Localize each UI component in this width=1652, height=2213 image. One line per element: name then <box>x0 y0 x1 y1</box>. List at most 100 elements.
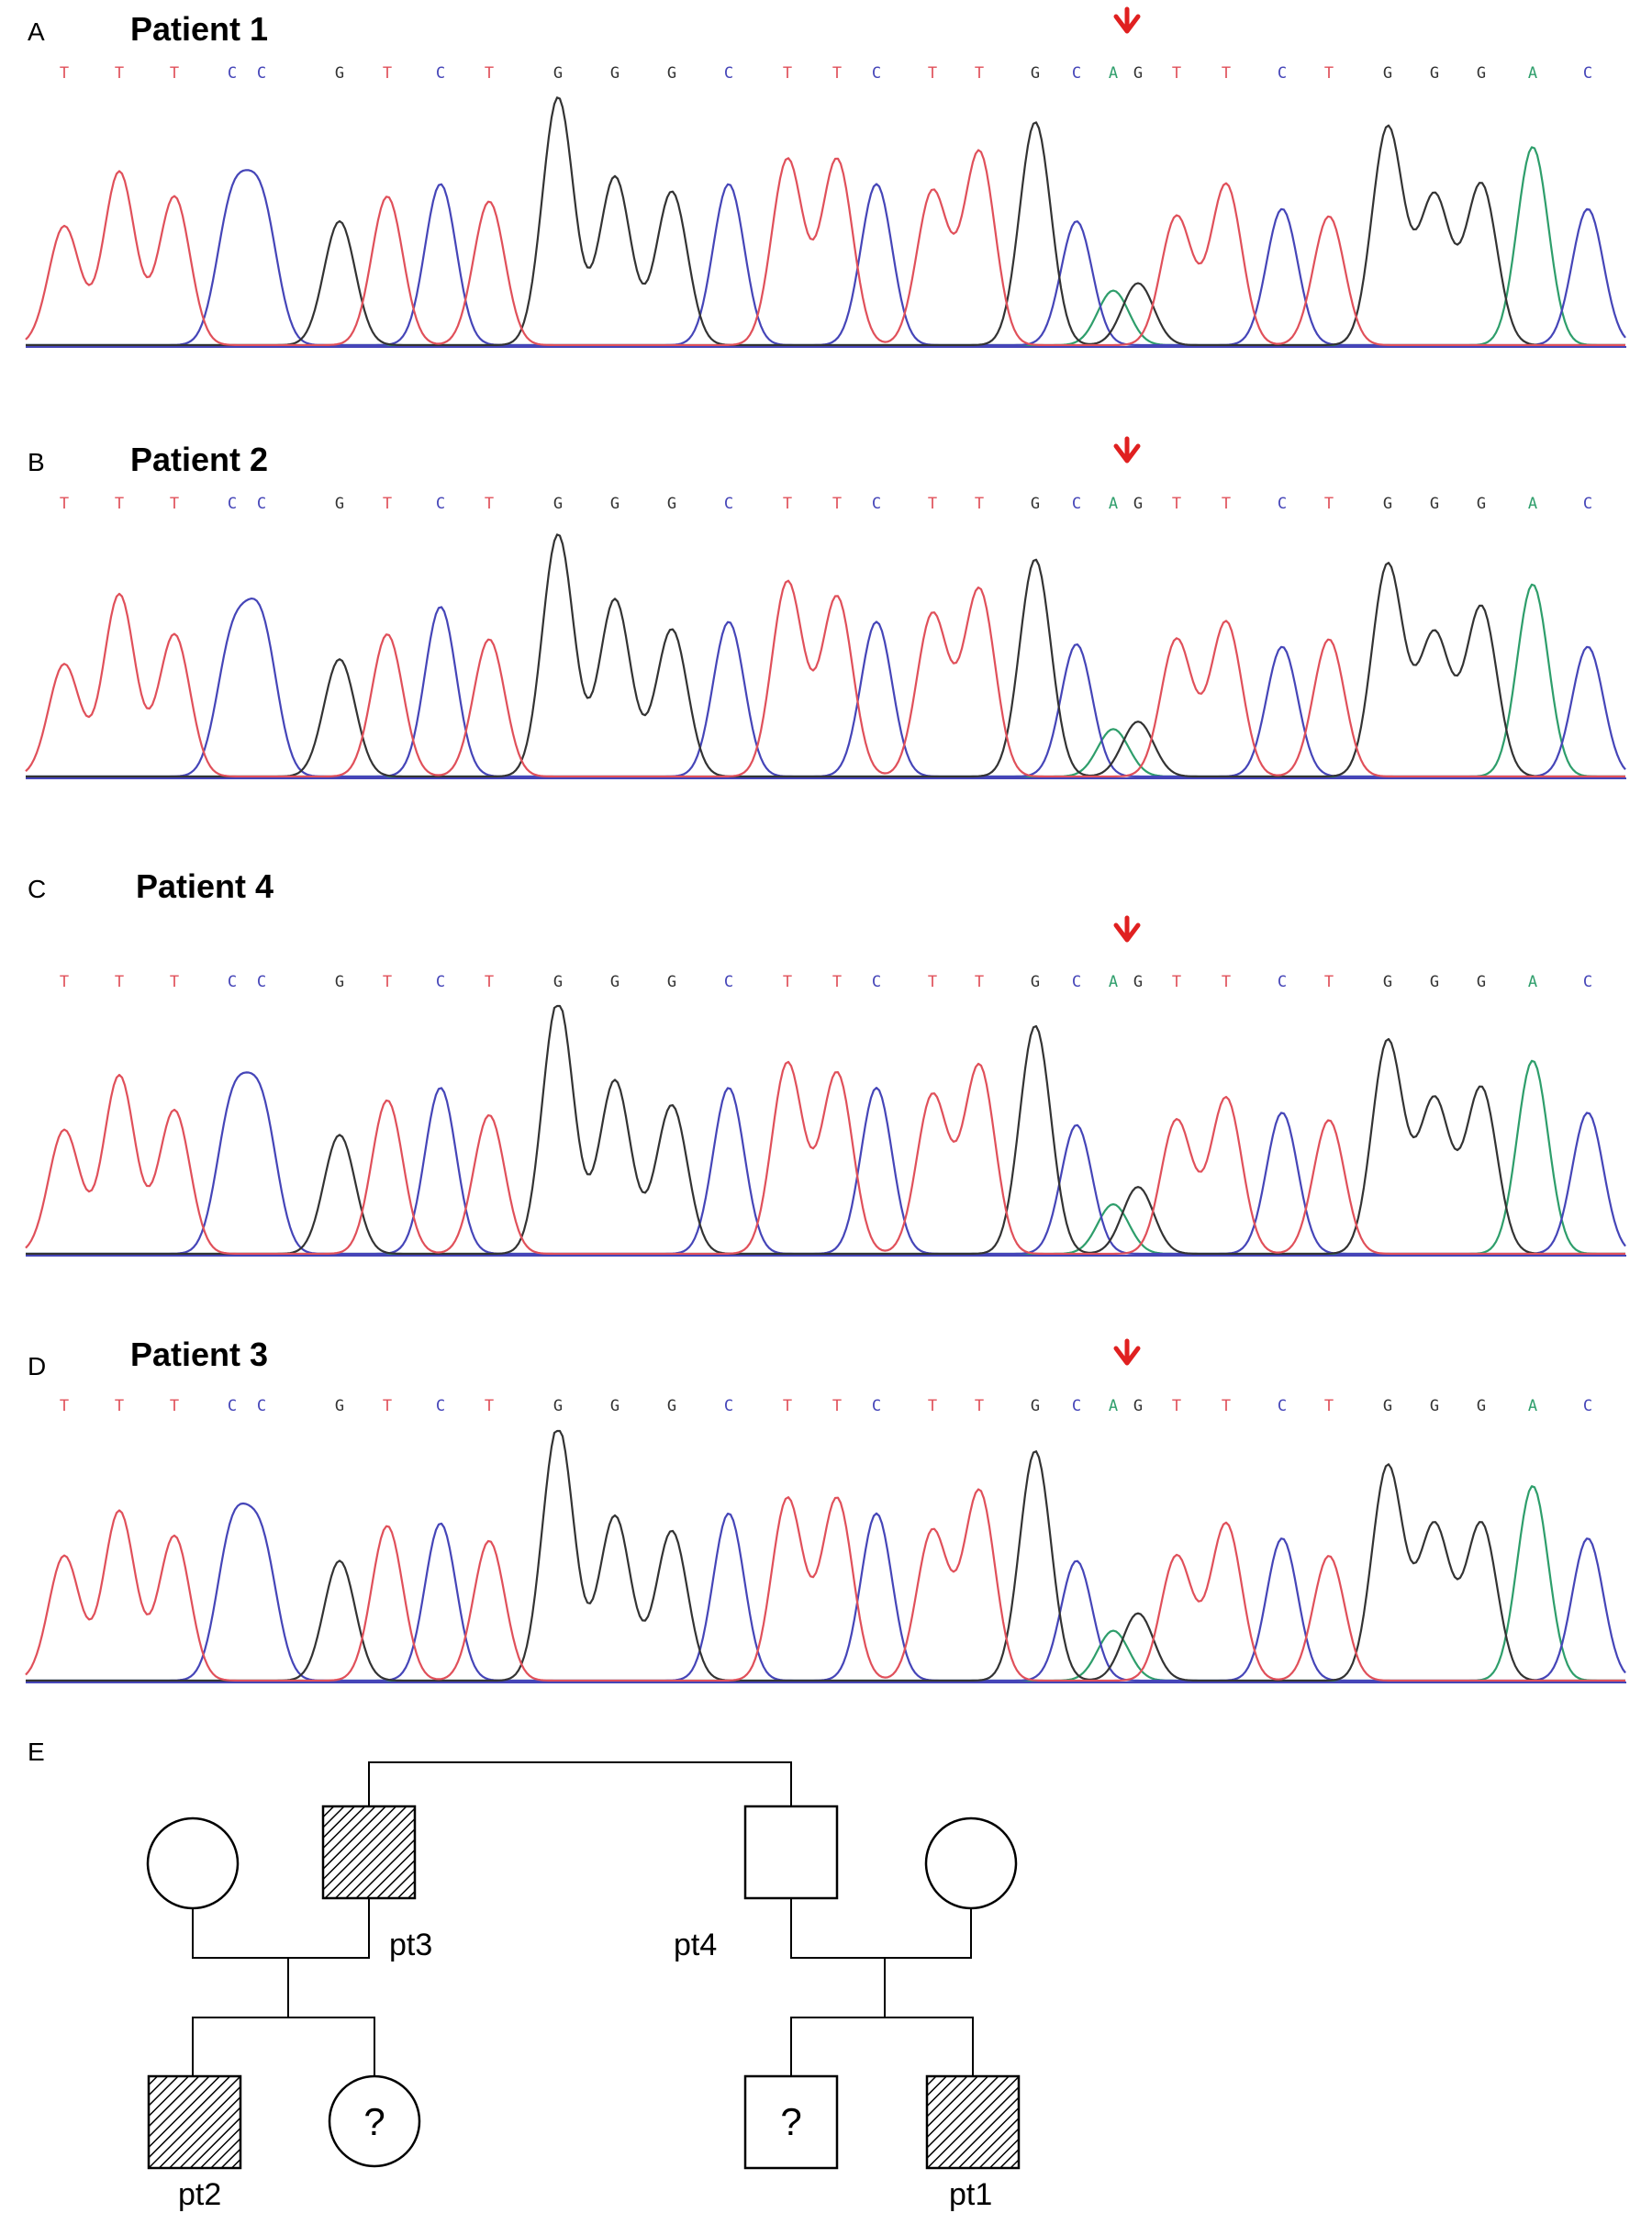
base-call: T <box>1324 973 1334 991</box>
base-call: G <box>553 64 563 83</box>
base-call: T <box>485 495 494 513</box>
base-call: T <box>975 973 984 991</box>
base-call: C <box>724 64 733 83</box>
base-call: G <box>610 1397 620 1415</box>
base-call: T <box>832 495 842 513</box>
base-call: G <box>1031 1397 1040 1415</box>
base-call: A <box>1109 495 1118 513</box>
base-call: G <box>1133 495 1143 513</box>
base-call: T <box>383 1397 392 1415</box>
unaffected-male-pt4 <box>743 1805 839 1900</box>
base-call: T <box>115 973 124 991</box>
base-call: G <box>335 1397 344 1415</box>
base-call: C <box>1278 973 1287 991</box>
base-call: T <box>975 495 984 513</box>
base-call: G <box>1430 64 1439 83</box>
base-call: T <box>383 973 392 991</box>
base-call: C <box>872 495 881 513</box>
trace-G <box>26 533 1625 778</box>
base-call: T <box>975 64 984 83</box>
base-call: T <box>1172 495 1181 513</box>
sibship-line-right <box>790 2017 974 2076</box>
base-call: T <box>60 1397 69 1415</box>
panel-title-c: Patient 4 <box>136 867 273 905</box>
base-call: T <box>170 973 179 991</box>
unaffected-female-spouse-left <box>146 1816 240 1910</box>
trace-G <box>26 1004 1625 1256</box>
base-call: G <box>1477 495 1486 513</box>
base-call: T <box>832 1397 842 1415</box>
trace-plot-d <box>25 1429 1626 1683</box>
base-call: T <box>928 1397 937 1415</box>
base-call: C <box>1278 64 1287 83</box>
unknown-status-female <box>328 2074 421 2168</box>
base-call: C <box>228 973 237 991</box>
base-call: T <box>1222 64 1231 83</box>
trace-T <box>25 149 1625 347</box>
base-call: G <box>667 64 676 83</box>
base-call: C <box>1583 973 1592 991</box>
base-call: T <box>1324 64 1334 83</box>
base-call: A <box>1109 973 1118 991</box>
base-call: T <box>1172 64 1181 83</box>
base-call: T <box>485 973 494 991</box>
unknown-mark-female: ? <box>363 2100 385 2143</box>
base-call: T <box>783 1397 792 1415</box>
base-call: T <box>1172 973 1181 991</box>
base-call: C <box>872 1397 881 1415</box>
trace-G <box>26 1429 1625 1682</box>
red-down-arrow-icon <box>1113 1338 1141 1366</box>
trace-plot-c <box>25 1004 1626 1257</box>
pedigree-panel-e: E pt3 pt4 pt2 ? ? pt1 <box>28 1738 1021 2212</box>
label-pt1: pt1 <box>949 2177 992 2212</box>
base-call: C <box>436 495 445 513</box>
trace-A <box>26 146 1625 347</box>
base-call: A <box>1528 495 1537 513</box>
base-call: T <box>975 1397 984 1415</box>
base-call: T <box>1172 1397 1181 1415</box>
base-call: C <box>724 495 733 513</box>
base-call: A <box>1528 64 1537 83</box>
base-call: C <box>724 973 733 991</box>
panel-letter-e: E <box>28 1738 45 1766</box>
red-down-arrow-icon <box>1113 436 1141 464</box>
base-call: C <box>436 1397 445 1415</box>
base-call: G <box>610 495 620 513</box>
base-call: T <box>383 64 392 83</box>
trace-A <box>26 583 1625 778</box>
base-call: T <box>115 495 124 513</box>
base-call: G <box>1430 973 1439 991</box>
base-call: G <box>667 1397 676 1415</box>
base-call: C <box>1072 495 1081 513</box>
trace-T <box>25 579 1625 778</box>
base-call: G <box>1031 64 1040 83</box>
base-call: C <box>1278 495 1287 513</box>
affected-male-pt2 <box>147 2074 242 2170</box>
base-call: C <box>872 973 881 991</box>
base-call: T <box>1222 1397 1231 1415</box>
base-call: T <box>928 64 937 83</box>
base-call: C <box>257 495 266 513</box>
base-call: T <box>783 973 792 991</box>
base-call: G <box>1477 1397 1486 1415</box>
base-call: G <box>1133 1397 1143 1415</box>
base-call: G <box>1383 1397 1392 1415</box>
base-call: T <box>60 495 69 513</box>
base-call: T <box>170 495 179 513</box>
unknown-mark-male: ? <box>780 2100 801 2143</box>
base-call: T <box>115 64 124 83</box>
marriage-line-right <box>790 1898 972 1959</box>
base-call: C <box>257 1397 266 1415</box>
panel-title-d: Patient 3 <box>130 1336 268 1373</box>
base-call: C <box>872 64 881 83</box>
base-call: T <box>60 973 69 991</box>
base-call: C <box>1583 1397 1592 1415</box>
trace-A <box>26 1059 1625 1256</box>
